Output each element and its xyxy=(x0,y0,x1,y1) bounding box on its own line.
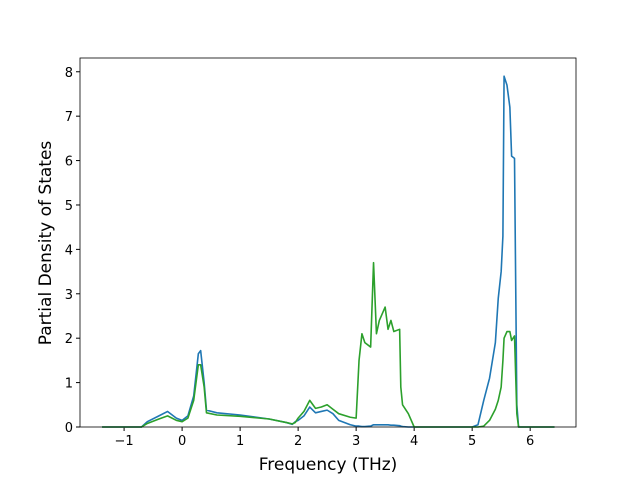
series-line xyxy=(102,261,555,428)
series-line xyxy=(102,75,555,428)
y-tick-label: 7 xyxy=(65,110,73,125)
y-tick-label: 3 xyxy=(65,288,73,303)
x-tick-label: −1 xyxy=(115,434,134,449)
y-tick-label: 5 xyxy=(65,199,73,214)
x-tick-label: 6 xyxy=(526,434,534,449)
y-tick-label: 2 xyxy=(65,332,73,347)
y-tick-label: 6 xyxy=(65,155,73,170)
y-tick-label: 8 xyxy=(65,66,73,81)
plot-frame xyxy=(79,57,577,428)
x-tick-label: 1 xyxy=(236,434,244,449)
x-tick-label: 0 xyxy=(178,434,186,449)
x-tick-label: 5 xyxy=(468,434,476,449)
y-tick-label: 0 xyxy=(65,421,73,436)
y-axis-label: Partial Density of States xyxy=(36,141,56,346)
x-tick-label: 4 xyxy=(410,434,418,449)
x-tick-label: 2 xyxy=(294,434,302,449)
x-axis-label: Frequency (THz) xyxy=(259,455,398,475)
y-tick-label: 1 xyxy=(65,377,73,392)
y-tick-label: 4 xyxy=(65,243,73,258)
x-tick-label: 3 xyxy=(352,434,360,449)
